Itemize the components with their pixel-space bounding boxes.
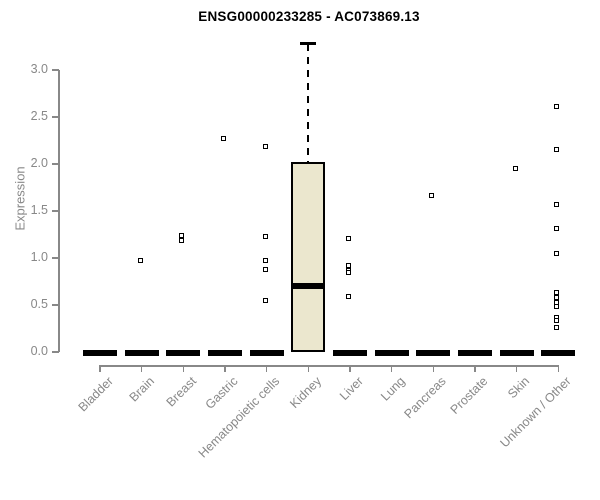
y-tick-label: 0.0	[30, 344, 48, 358]
outlier-point	[554, 226, 560, 232]
collapsed-box	[83, 350, 117, 356]
x-axis-tick	[99, 365, 101, 372]
outlier-point	[554, 250, 560, 256]
y-axis-tick	[52, 351, 59, 353]
outlier-point	[554, 304, 560, 310]
x-axis-line	[100, 365, 560, 367]
collapsed-box	[124, 350, 159, 356]
outlier-point	[262, 266, 268, 272]
outlier-point	[345, 263, 351, 269]
x-tick-label: Hematopoietic cells	[195, 374, 283, 461]
collapsed-box	[457, 350, 492, 356]
outlier-point	[345, 294, 351, 300]
x-axis-tick	[432, 365, 435, 372]
x-axis-tick	[140, 365, 143, 372]
x-axis-tick	[390, 365, 393, 372]
outlier-point	[262, 143, 268, 149]
x-tick-label: Bladder	[75, 374, 116, 415]
y-axis-tick	[52, 116, 59, 118]
collapsed-box	[499, 350, 534, 356]
median-line	[292, 283, 325, 289]
outlier-point	[262, 233, 268, 239]
x-axis-tick	[515, 365, 518, 372]
box-body	[291, 162, 326, 352]
y-axis-tick	[52, 210, 59, 212]
x-tick-label: Breast	[163, 374, 200, 410]
y-tick-label: 2.0	[30, 156, 48, 170]
outlier-point	[554, 104, 560, 110]
x-axis-tick	[265, 365, 268, 372]
x-tick-label: Kidney	[287, 374, 325, 411]
outlier-point	[262, 258, 268, 264]
collapsed-box	[166, 350, 201, 356]
outlier-point	[179, 232, 185, 238]
outlier-point	[554, 294, 560, 300]
outlier-point	[429, 193, 435, 199]
y-tick-label: 2.5	[30, 109, 48, 123]
y-tick-label: 1.5	[30, 203, 48, 217]
x-tick-label: Liver	[336, 374, 366, 404]
y-tick-label: 3.0	[30, 62, 48, 76]
collapsed-box	[374, 350, 409, 356]
collapsed-box	[207, 350, 242, 356]
outlier-point	[554, 147, 560, 153]
outlier-point	[554, 318, 560, 324]
outlier-point	[345, 269, 351, 275]
y-axis-line	[58, 70, 60, 352]
x-tick-label: Prostate	[448, 374, 491, 417]
chart-title: ENSG00000233285 - AC073869.13	[198, 9, 420, 24]
outlier-point	[137, 258, 143, 264]
y-axis-tick	[52, 69, 59, 71]
x-axis-tick	[224, 365, 226, 372]
x-axis-tick	[474, 365, 476, 372]
x-axis-tick	[307, 365, 310, 372]
y-tick-label: 1.0	[30, 250, 48, 264]
x-tick-label: Skin	[505, 374, 533, 402]
collapsed-box	[249, 350, 284, 356]
x-axis-tick	[182, 365, 185, 372]
x-tick-label: Pancreas	[401, 374, 450, 422]
whisker-cap	[300, 42, 317, 46]
y-axis-tick	[52, 163, 59, 165]
x-axis-tick	[557, 365, 559, 372]
x-axis-tick	[349, 365, 351, 372]
outlier-point	[345, 235, 351, 241]
outlier-point	[179, 237, 185, 243]
x-tick-label: Brain	[127, 374, 158, 405]
y-tick-label: 0.5	[30, 297, 48, 311]
outlier-point	[554, 290, 560, 296]
y-axis-tick	[52, 304, 59, 306]
upper-whisker	[307, 43, 310, 163]
collapsed-box	[541, 350, 576, 356]
outlier-point	[512, 166, 518, 172]
collapsed-box	[332, 350, 367, 356]
outlier-point	[554, 325, 560, 331]
outlier-point	[220, 136, 226, 142]
x-tick-label: Gastric	[202, 374, 241, 412]
y-axis-tick	[52, 257, 59, 259]
outlier-point	[554, 299, 560, 305]
x-tick-label: Lung	[377, 374, 408, 404]
collapsed-box	[416, 350, 451, 356]
outlier-point	[262, 297, 268, 303]
outlier-point	[554, 201, 560, 207]
